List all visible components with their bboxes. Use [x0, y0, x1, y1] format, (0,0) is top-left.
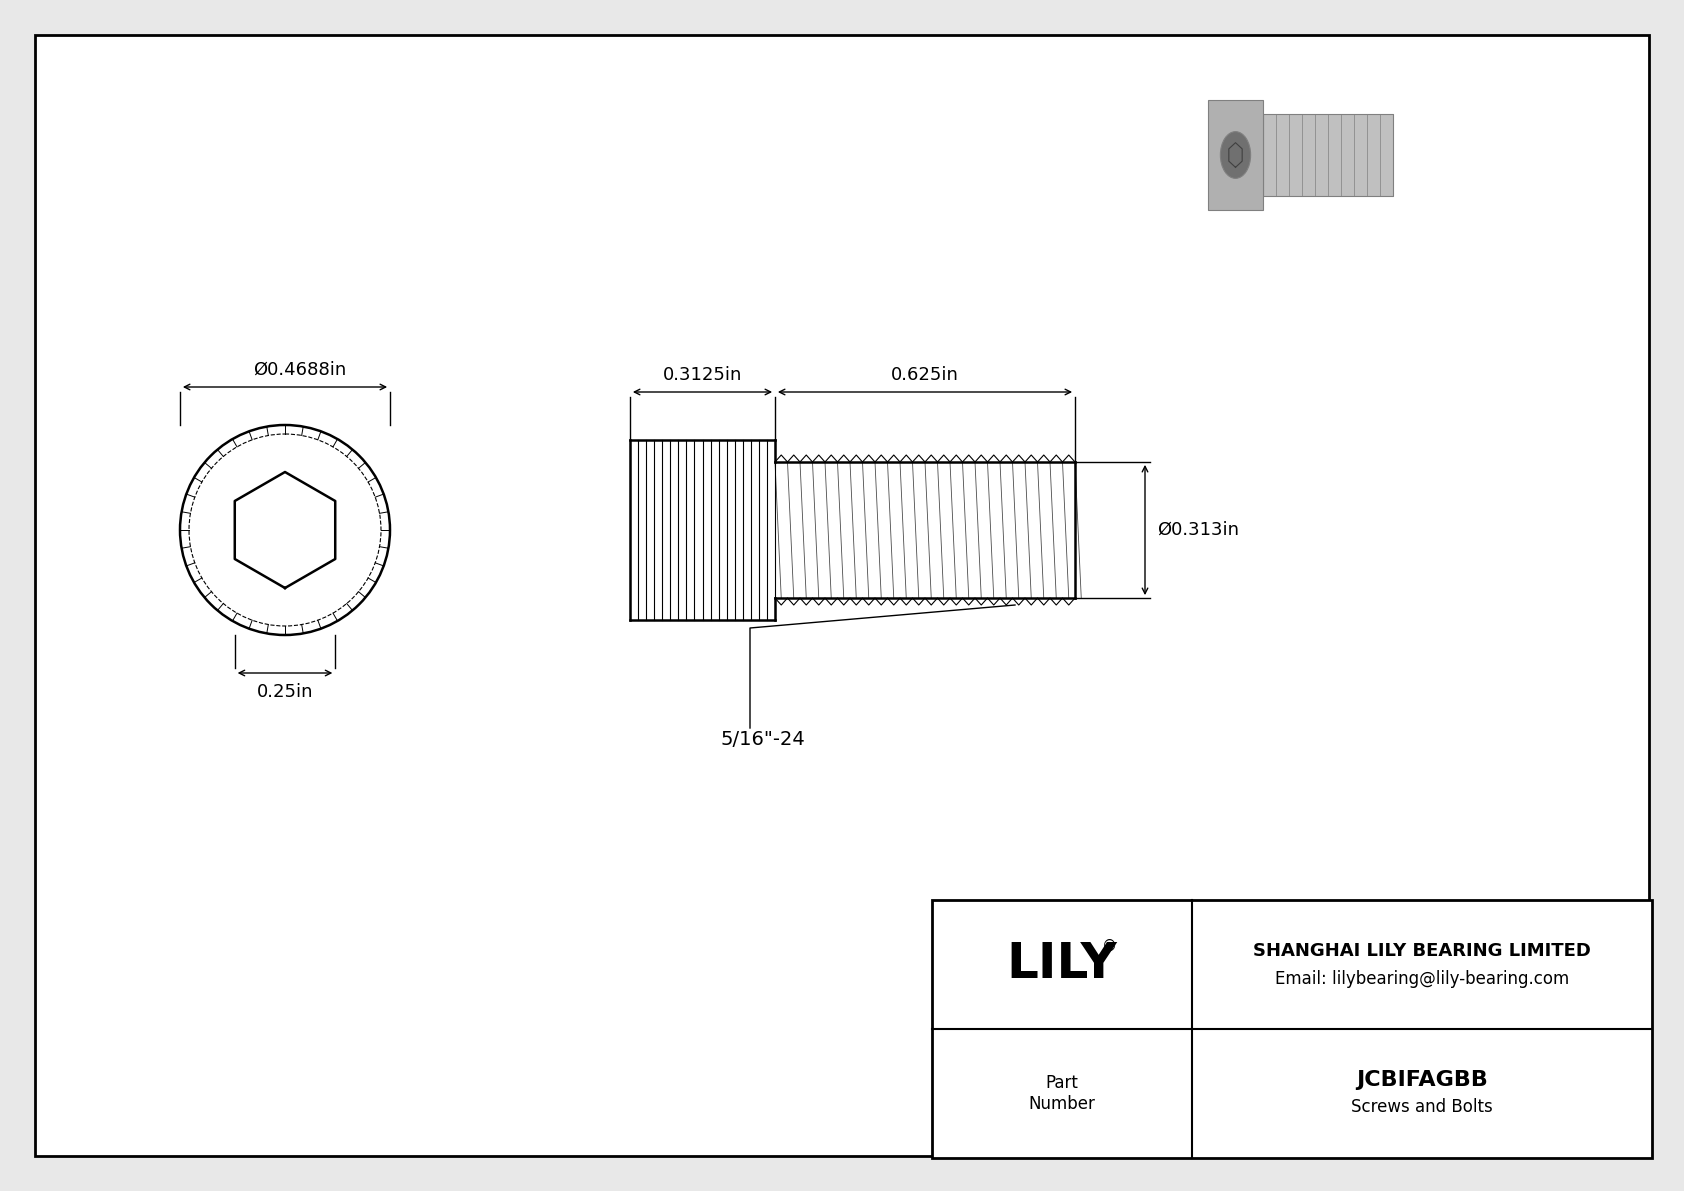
- Text: 0.25in: 0.25in: [256, 682, 313, 701]
- Bar: [630, 439, 775, 621]
- Text: SHANGHAI LILY BEARING LIMITED: SHANGHAI LILY BEARING LIMITED: [1253, 942, 1591, 960]
- Text: Ø0.313in: Ø0.313in: [1157, 520, 1239, 540]
- Bar: [931, 900, 1652, 1158]
- Text: LILY: LILY: [1007, 941, 1118, 989]
- Text: JCBIFAGBB: JCBIFAGBB: [1356, 1070, 1489, 1090]
- Ellipse shape: [1221, 132, 1251, 179]
- Text: Part
Number: Part Number: [1029, 1074, 1095, 1112]
- Text: Ø0.4688in: Ø0.4688in: [253, 361, 347, 379]
- Bar: [1263, 114, 1393, 197]
- Text: Screws and Bolts: Screws and Bolts: [1351, 1098, 1494, 1116]
- Text: 0.3125in: 0.3125in: [663, 366, 743, 384]
- Text: 5/16"-24: 5/16"-24: [721, 730, 805, 749]
- Text: ®: ®: [1103, 939, 1118, 954]
- Circle shape: [180, 425, 391, 635]
- Bar: [775, 462, 1074, 598]
- Text: 0.625in: 0.625in: [891, 366, 958, 384]
- Text: Email: lilybearing@lily-bearing.com: Email: lilybearing@lily-bearing.com: [1275, 969, 1569, 987]
- Bar: [1207, 100, 1263, 210]
